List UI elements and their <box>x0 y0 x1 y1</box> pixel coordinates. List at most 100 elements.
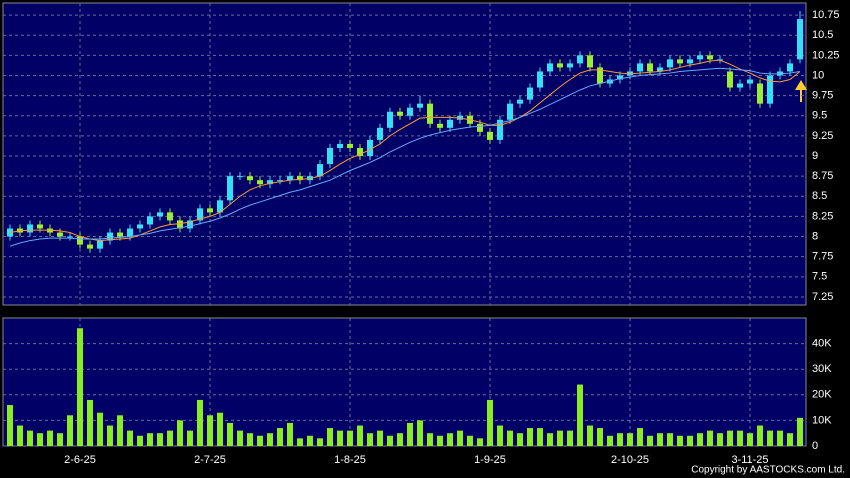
volume-bar <box>287 422 293 446</box>
volume-bar <box>307 435 313 446</box>
volume-bar <box>637 428 643 446</box>
volume-bar <box>147 433 153 446</box>
volume-bar <box>747 433 753 446</box>
candle-body <box>127 228 133 237</box>
candle-body <box>167 212 173 221</box>
volume-bar <box>767 430 773 446</box>
volume-bar <box>37 433 43 446</box>
candle-body <box>177 220 183 229</box>
candle-body <box>517 99 523 104</box>
candle-body <box>737 83 743 88</box>
y-tick-label: 10.75 <box>812 9 840 21</box>
volume-bar <box>757 425 763 446</box>
volume-bar <box>247 433 253 446</box>
candle-body <box>787 63 793 72</box>
y-tick-label: 10.5 <box>812 29 833 41</box>
volume-bar <box>717 433 723 446</box>
volume-bar <box>207 415 213 446</box>
candle-body <box>67 236 73 238</box>
candle-body <box>587 55 593 68</box>
candle-body <box>287 176 293 181</box>
candle-body <box>577 55 583 64</box>
candle-body <box>727 71 733 88</box>
candle-body <box>87 244 93 249</box>
volume-bar <box>367 433 373 446</box>
candle-body <box>97 240 103 249</box>
volume-bar <box>437 435 443 446</box>
candle-body <box>277 180 283 182</box>
candle-body <box>217 200 223 213</box>
x-tick-label: 1-9-25 <box>474 454 506 466</box>
candle-body <box>567 63 573 68</box>
volume-bar <box>357 425 363 446</box>
volume-bar <box>537 428 543 446</box>
y-tick-label: 40K <box>812 338 832 350</box>
candle-body <box>77 236 83 245</box>
volume-bar <box>157 433 163 446</box>
y-tick-label: 30K <box>812 363 832 375</box>
candle-body <box>237 176 243 178</box>
volume-bar <box>197 399 203 446</box>
volume-bar <box>647 435 653 446</box>
candle-body <box>187 220 193 229</box>
volume-bar <box>667 433 673 446</box>
candle-body <box>347 143 353 148</box>
candle-body <box>667 59 673 68</box>
volume-bar <box>127 430 133 446</box>
volume-bar <box>617 433 623 446</box>
y-tick-label: 0 <box>812 440 818 452</box>
volume-bar <box>407 422 413 446</box>
candle-body <box>387 111 393 128</box>
volume-bar <box>317 438 323 446</box>
candle-body <box>257 180 263 185</box>
candle-body <box>207 208 213 213</box>
x-tick-label: 3-11-25 <box>731 454 768 466</box>
candle-body <box>557 63 563 68</box>
volume-bar <box>447 433 453 446</box>
candle-body <box>327 147 333 165</box>
candle-body <box>507 103 513 120</box>
volume-bar <box>77 328 83 446</box>
candle-body <box>747 79 753 84</box>
volume-bar <box>7 405 13 446</box>
volume-bar <box>387 435 393 446</box>
candle-body <box>27 224 33 233</box>
volume-bar <box>87 399 93 446</box>
candle-body <box>637 63 643 72</box>
candle-body <box>247 176 253 181</box>
volume-bar <box>187 430 193 446</box>
y-tick-label: 7.75 <box>812 251 833 263</box>
candle-body <box>267 180 273 185</box>
candle-body <box>687 59 693 64</box>
candle-body <box>337 143 343 148</box>
volume-bar <box>587 425 593 446</box>
y-tick-label: 8.25 <box>812 210 833 222</box>
y-tick-label: 7.5 <box>812 271 827 283</box>
x-tick-label: 1-8-25 <box>334 454 366 466</box>
volume-bar <box>497 425 503 446</box>
volume-bar <box>417 420 423 446</box>
volume-bar <box>457 430 463 446</box>
candle-body <box>377 127 383 140</box>
volume-bar <box>227 422 233 446</box>
volume-bar <box>117 415 123 446</box>
candle-body <box>497 119 503 140</box>
y-tick-label: 10.25 <box>812 49 840 61</box>
y-tick-label: 7.25 <box>812 291 833 303</box>
y-tick-label: 10 <box>812 69 824 81</box>
volume-bar <box>107 425 113 446</box>
candle-body <box>617 75 623 80</box>
candle-body <box>797 19 803 60</box>
volume-bar <box>217 412 223 446</box>
y-tick-label: 8.75 <box>812 170 833 182</box>
volume-bar <box>657 433 663 446</box>
candle-body <box>197 208 203 221</box>
y-tick-label: 9 <box>812 150 818 162</box>
y-tick-label: 8.5 <box>812 190 827 202</box>
candle-body <box>487 131 493 140</box>
candle-body <box>547 63 553 72</box>
volume-bar <box>607 435 613 446</box>
volume-bar <box>727 430 733 446</box>
y-tick-label: 8 <box>812 230 818 242</box>
